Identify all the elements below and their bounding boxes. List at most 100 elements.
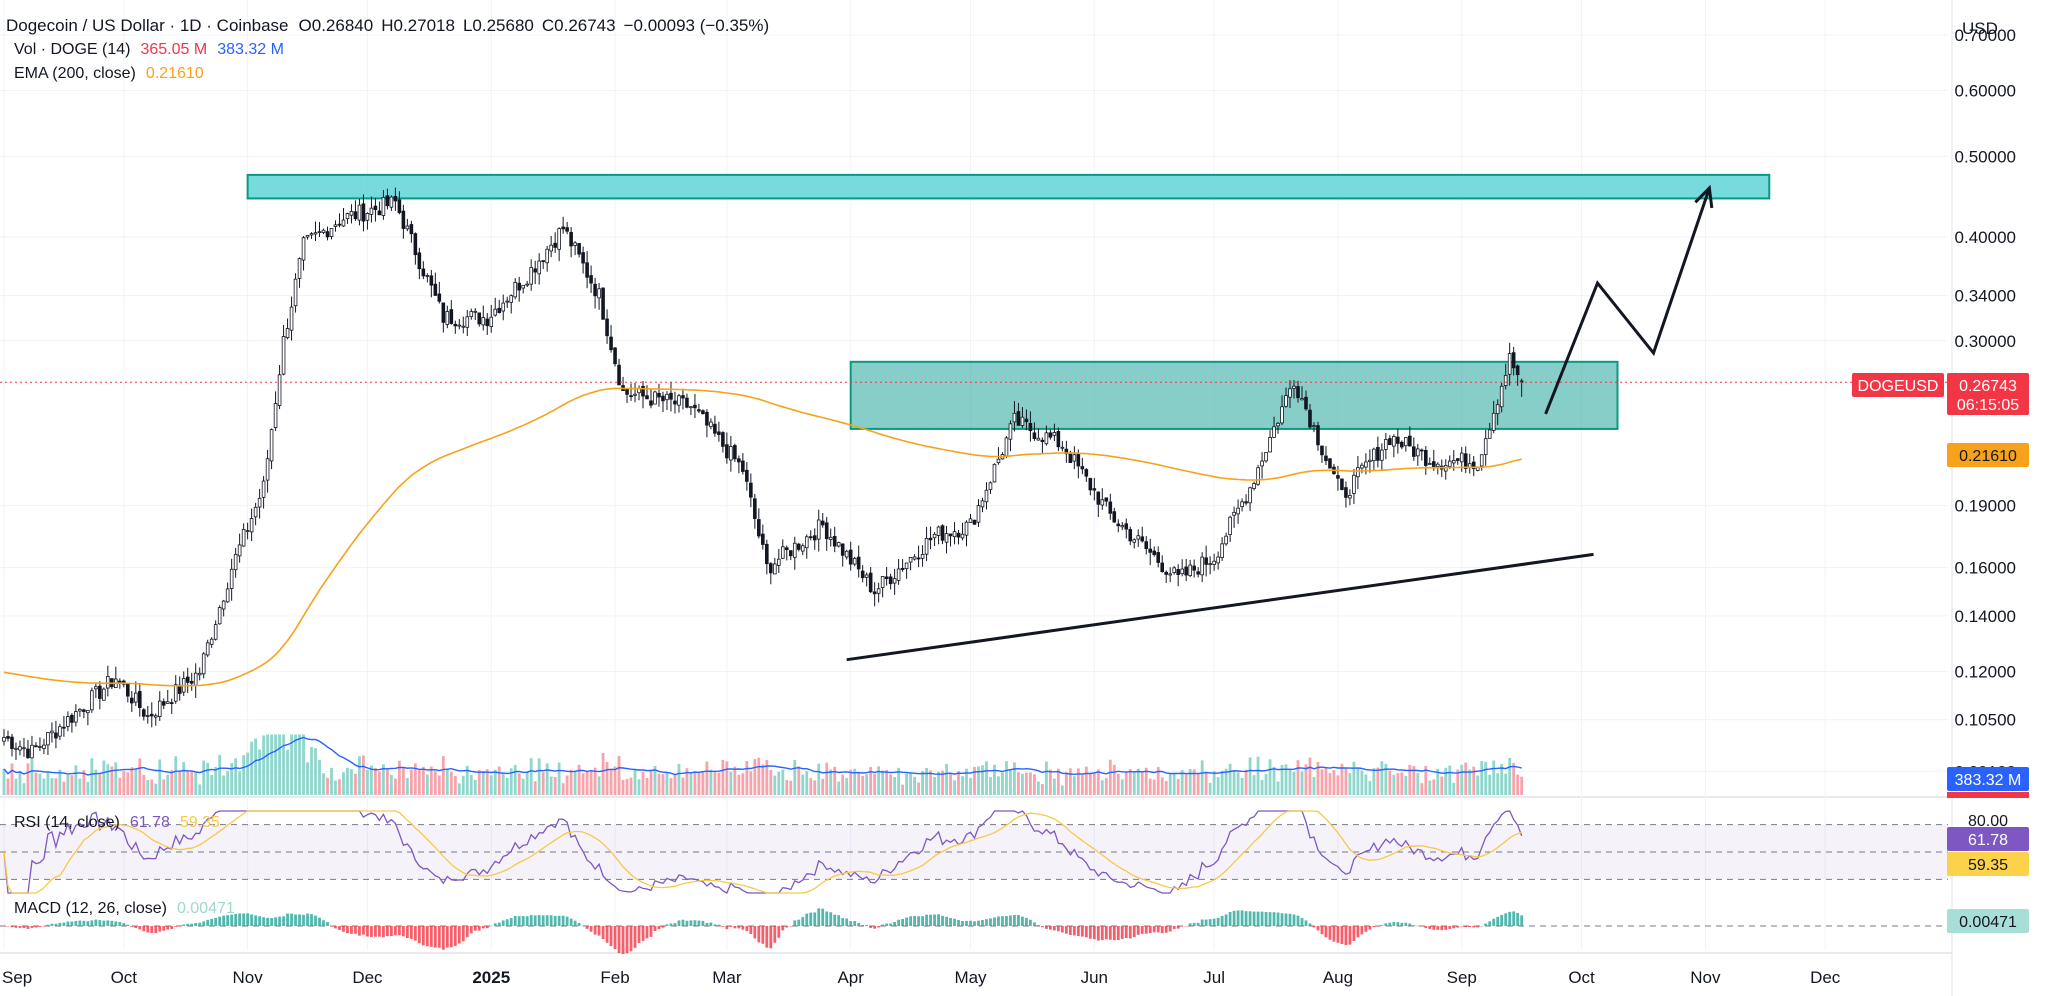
macd-hist-bar [1017, 915, 1020, 926]
volume-bar [1108, 759, 1112, 795]
candle [884, 566, 889, 586]
volume-bar [6, 778, 10, 795]
volume-bar [457, 783, 461, 795]
candle [1304, 390, 1308, 411]
price-tick-label: 0.30000 [1955, 332, 2016, 351]
volume-bar [82, 770, 86, 795]
volume-bar [194, 772, 198, 795]
volume-bar [126, 772, 130, 795]
volume-bar [1017, 772, 1020, 795]
macd-hist-bar [194, 923, 198, 926]
volume-bar [465, 765, 469, 795]
candle [1116, 519, 1121, 533]
volume-bar [941, 770, 944, 795]
volume-bar [162, 779, 166, 795]
volume-bar [354, 773, 357, 795]
macd-hist-bar [1420, 926, 1424, 927]
candle [425, 273, 430, 283]
candle [457, 318, 462, 330]
macd-hist-bar [306, 913, 309, 926]
macd-hist-bar [1328, 926, 1332, 940]
candle [753, 493, 757, 529]
macd-hist-bar [497, 922, 501, 926]
volume-bar [681, 777, 685, 795]
volume-bar [1288, 769, 1292, 795]
candle [1052, 423, 1057, 442]
candle [193, 663, 198, 698]
currency-label[interactable]: USD [1962, 19, 1998, 38]
macd-hist-bar [593, 926, 597, 935]
volume-bar [717, 772, 721, 795]
volume-bar [182, 762, 186, 795]
macd-hist-bar [973, 921, 976, 926]
candle [1447, 455, 1452, 470]
candle [824, 516, 829, 551]
macd-hist-bar [110, 920, 114, 926]
volume-bar [1436, 768, 1440, 795]
macd-hist-bar [1220, 915, 1224, 926]
volume-bar [1148, 778, 1152, 795]
candle [669, 381, 673, 412]
volume-bar [585, 771, 589, 795]
macd-hist-bar [805, 913, 809, 926]
volume-bar [206, 762, 210, 795]
macd-hist-bar [1456, 926, 1460, 928]
macd-hist-bar [925, 914, 928, 926]
macd-hist-bar [893, 922, 897, 926]
projection-arrowhead [1694, 184, 1714, 209]
time-tick-label: Oct [111, 968, 138, 987]
candle [70, 713, 74, 733]
candle [1244, 494, 1248, 506]
candle [397, 191, 402, 215]
macd-hist-bar [481, 926, 485, 929]
macd-hist-bar [613, 926, 617, 950]
macd-hist-bar [1272, 912, 1276, 926]
price-tick-label: 0.19000 [1955, 497, 2016, 516]
volume-bar [933, 777, 936, 795]
volume-bar [238, 771, 242, 795]
macd-hist-bar [741, 926, 745, 930]
macd-hist-bar [1332, 926, 1336, 942]
macd-hist-bar [773, 926, 777, 943]
candle [1483, 429, 1488, 466]
candle [1320, 445, 1324, 463]
macd-hist-bar [1384, 923, 1388, 926]
macd-hist-bar [513, 915, 517, 926]
macd-hist-bar [1064, 926, 1068, 934]
macd-hist-bar [294, 914, 297, 926]
macd-hist-bar [1132, 926, 1136, 938]
macd-hist-bar [1116, 926, 1120, 941]
candle [661, 391, 665, 413]
macd-hist-bar [501, 920, 505, 926]
volume-bar [134, 769, 138, 795]
candle [1344, 481, 1348, 508]
svg-text:61.78: 61.78 [1968, 832, 2008, 849]
volume-bar [1444, 767, 1448, 795]
candle [409, 220, 414, 243]
macd-hist-bar [1520, 915, 1524, 926]
volume-bar [330, 767, 333, 795]
candle [106, 665, 110, 697]
macd-hist-bar [134, 926, 138, 928]
macd-hist-bar [777, 926, 781, 938]
macd-hist-bar [326, 922, 329, 926]
candle [353, 200, 358, 221]
volume-bar [621, 779, 625, 795]
candle [221, 599, 226, 617]
volume-bar [254, 738, 258, 795]
volume-bar [1244, 769, 1248, 795]
macd-hist-bar [1144, 926, 1148, 934]
volume-bar [42, 778, 46, 795]
candle [1487, 422, 1492, 439]
rsi-badge: 61.78 [1947, 827, 2029, 851]
candle [721, 431, 725, 453]
volume-bar [210, 775, 214, 795]
candle [1208, 556, 1212, 575]
volume-bar [477, 770, 481, 795]
macd-hist-bar [1396, 922, 1400, 926]
macd-hist-bar [485, 926, 489, 929]
zones [246, 173, 1771, 430]
volume-bar [761, 764, 765, 795]
candle [804, 534, 809, 559]
